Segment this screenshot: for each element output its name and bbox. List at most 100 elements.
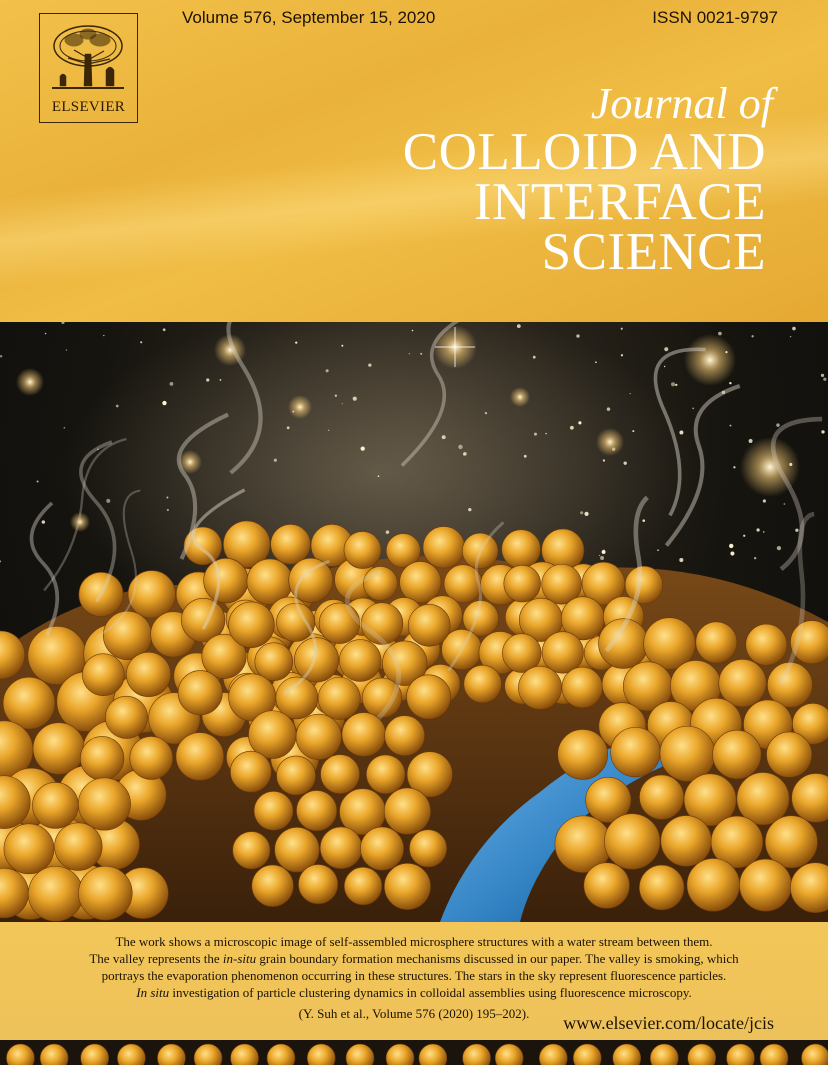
star — [463, 451, 467, 456]
bright-star — [70, 512, 90, 532]
microsphere — [318, 602, 361, 644]
microsphere — [27, 866, 84, 922]
star — [576, 334, 580, 338]
microsphere — [2, 676, 56, 730]
microsphere — [462, 1043, 491, 1065]
microsphere-scene — [0, 322, 828, 922]
microsphere — [686, 858, 741, 912]
star — [663, 365, 666, 368]
star — [368, 363, 372, 367]
microsphere — [541, 563, 582, 605]
star — [162, 400, 167, 406]
star — [441, 435, 446, 440]
microsphere — [228, 601, 275, 648]
microsphere — [572, 1043, 602, 1065]
bright-star — [178, 450, 202, 474]
star — [729, 424, 732, 427]
star — [516, 324, 521, 329]
star — [629, 392, 631, 395]
star — [776, 423, 780, 427]
star — [295, 341, 298, 344]
star — [792, 326, 796, 331]
star — [606, 407, 611, 411]
microsphere — [80, 1043, 109, 1065]
bright-star — [288, 395, 312, 419]
microsphere — [125, 651, 172, 697]
star — [532, 355, 536, 359]
microsphere — [712, 729, 762, 780]
cover-caption: The work shows a microscopic image of se… — [40, 933, 788, 1022]
bright-star — [16, 368, 44, 396]
star — [730, 551, 735, 556]
microsphere — [385, 1043, 415, 1065]
star — [420, 352, 423, 355]
microsphere — [718, 659, 767, 708]
smoke-wisp — [96, 489, 141, 638]
bright-star — [684, 334, 736, 386]
microsphere — [710, 815, 764, 869]
star — [61, 322, 65, 324]
microsphere — [78, 865, 133, 921]
microsphere — [274, 827, 320, 873]
microsphere — [317, 676, 361, 720]
smoke-wisp — [191, 488, 246, 630]
star — [286, 426, 290, 430]
star — [408, 352, 411, 355]
microsphere — [345, 1043, 375, 1065]
microsphere — [365, 754, 406, 794]
microsphere — [343, 866, 383, 906]
microsphere — [80, 736, 125, 781]
microsphere — [251, 864, 294, 907]
star — [385, 530, 390, 534]
microsphere — [193, 1043, 223, 1065]
star — [584, 511, 589, 517]
microsphere — [518, 665, 562, 710]
journal-title-line-3: SCIENCE — [541, 223, 766, 281]
microsphere — [659, 725, 716, 782]
star — [545, 432, 547, 435]
microsphere — [105, 695, 148, 739]
star — [595, 361, 597, 363]
star — [601, 550, 606, 554]
microsphere — [343, 531, 382, 569]
microsphere — [792, 703, 828, 745]
microsphere — [462, 600, 499, 637]
star — [632, 430, 635, 433]
microsphere — [363, 566, 398, 601]
smoke-wisp — [778, 511, 815, 685]
volume-info: Volume 576, September 15, 2020 — [182, 8, 436, 27]
star — [162, 328, 166, 332]
microsphere — [0, 630, 26, 680]
star — [41, 520, 46, 524]
caption-panel: The work shows a microscopic image of se… — [0, 922, 828, 1040]
caption-reference: (Y. Suh et al., Volume 576 (2020) 195–20… — [298, 1006, 530, 1021]
star — [598, 554, 601, 557]
microsphere — [181, 598, 226, 643]
microsphere — [382, 640, 428, 686]
star — [692, 407, 695, 410]
microsphere — [230, 1043, 259, 1065]
smoke-wisp — [43, 437, 127, 592]
caption-line-4: In situ investigation of particle cluste… — [40, 984, 788, 1001]
caption-line-2: The valley represents the in-situ grain … — [40, 950, 788, 967]
microsphere — [320, 754, 360, 794]
microsphere — [201, 633, 247, 679]
microsphere — [726, 1043, 755, 1065]
microsphere — [695, 621, 738, 664]
smoke-wisp — [283, 559, 330, 695]
star — [620, 354, 624, 357]
bright-star — [214, 334, 246, 366]
star — [783, 503, 786, 505]
microsphere — [276, 755, 316, 796]
microsphere — [253, 790, 294, 831]
microsphere — [406, 751, 453, 798]
star — [44, 332, 47, 335]
microsphere — [585, 776, 632, 823]
microsphere — [32, 782, 79, 829]
microsphere — [361, 677, 403, 718]
star — [733, 466, 736, 469]
star — [642, 519, 646, 522]
microsphere — [0, 775, 31, 829]
microsphere — [298, 864, 339, 905]
